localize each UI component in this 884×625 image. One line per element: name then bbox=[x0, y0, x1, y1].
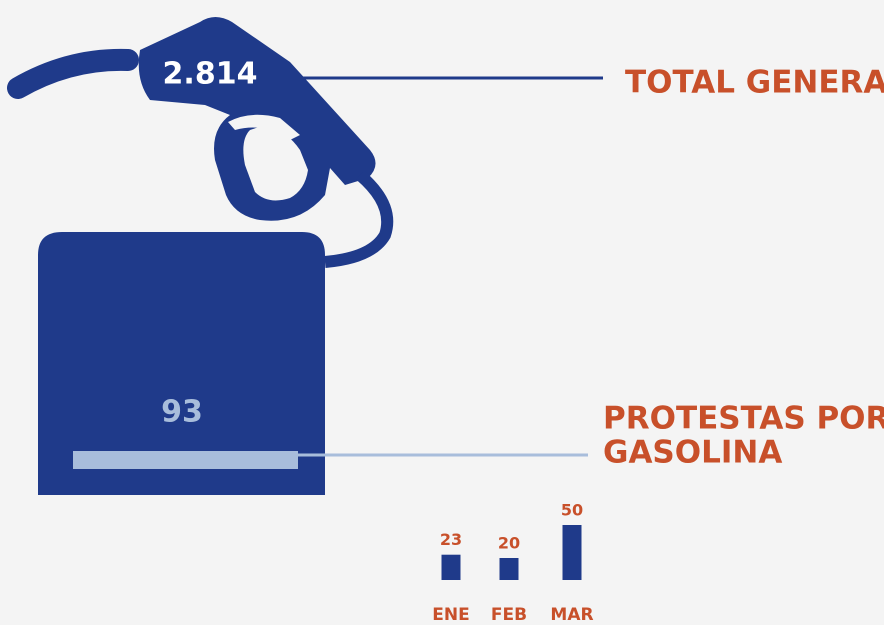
gasoline-value: 93 bbox=[161, 395, 203, 430]
x-tick-label: FEB bbox=[491, 605, 527, 625]
value-label: 20 bbox=[498, 534, 520, 553]
gasoline-label: GASOLINA bbox=[603, 435, 782, 471]
bar bbox=[442, 555, 461, 580]
infographic: 2.814 TOTAL GENERAL 93 PROTESTAS POR GAS… bbox=[0, 0, 884, 625]
gasoline-bar bbox=[73, 451, 298, 469]
bar bbox=[500, 558, 519, 580]
total-label: TOTAL GENERAL bbox=[625, 65, 884, 101]
total-value: 2.814 bbox=[163, 57, 258, 92]
value-label: 23 bbox=[440, 530, 462, 549]
x-tick-label: MAR bbox=[550, 605, 593, 625]
x-tick-label: ENE bbox=[432, 605, 469, 625]
gasoline-label: PROTESTAS POR bbox=[603, 401, 884, 437]
value-label: 50 bbox=[561, 501, 583, 520]
bar bbox=[563, 525, 582, 580]
